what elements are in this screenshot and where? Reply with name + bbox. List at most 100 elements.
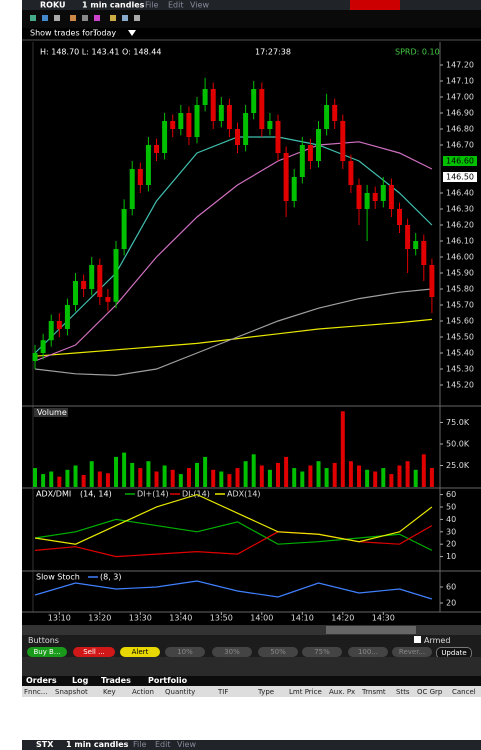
- column-header[interactable]: Fnnc...: [24, 688, 48, 696]
- candle-body: [324, 105, 330, 129]
- volume-bar: [259, 465, 264, 487]
- column-header[interactable]: Type: [258, 688, 275, 696]
- volume-bar: [332, 462, 337, 487]
- column-header[interactable]: Snapshot: [55, 688, 88, 696]
- column-header[interactable]: TIF: [218, 688, 229, 696]
- armed-checkbox[interactable]: Armed: [414, 636, 450, 646]
- column-header[interactable]: OC Grp: [417, 688, 443, 696]
- volume-bar: [413, 469, 418, 487]
- y-tick-label: 146.80: [446, 125, 474, 134]
- tab[interactable]: Orders: [26, 676, 57, 685]
- candle-body: [162, 121, 168, 153]
- volume-bar: [365, 469, 370, 487]
- volume-bar: [421, 454, 426, 487]
- volume-bar: [373, 471, 378, 487]
- menu-item[interactable]: Edit: [168, 1, 184, 10]
- scroll-thumb[interactable]: [326, 626, 416, 634]
- panel-title: Volume: [37, 408, 67, 417]
- pct-button[interactable]: 75%: [302, 647, 342, 657]
- pct-button[interactable]: 100...: [348, 647, 388, 657]
- x-tick-label: 13:10: [48, 614, 71, 623]
- y-tick-label: 20: [446, 540, 456, 549]
- pct-button[interactable]: 50%: [258, 647, 298, 657]
- candle-body: [332, 105, 338, 121]
- column-header[interactable]: Stts: [396, 688, 410, 696]
- y-tick-label: 25.0K: [446, 461, 470, 470]
- dropdown-arrow[interactable]: [128, 30, 136, 36]
- orders-table: [22, 697, 481, 740]
- candle-body: [105, 297, 111, 302]
- bottom-title-bar: [22, 740, 481, 750]
- checkbox[interactable]: [414, 636, 421, 643]
- volume-bar: [73, 465, 78, 487]
- volume-bar: [235, 468, 240, 487]
- alert-button[interactable]: Alert: [120, 647, 160, 657]
- column-header[interactable]: Lmt Price: [289, 688, 322, 696]
- symbol[interactable]: STX: [36, 740, 54, 749]
- tab[interactable]: Log: [72, 676, 89, 685]
- candle-body: [186, 113, 192, 137]
- legend-label: DI-(14): [182, 490, 210, 499]
- candle-body: [145, 145, 151, 185]
- column-header[interactable]: Action: [132, 688, 154, 696]
- menu-item[interactable]: File: [145, 1, 158, 10]
- time-info: 17:27:38: [255, 48, 291, 57]
- tab[interactable]: Portfolio: [148, 676, 188, 685]
- volume-bar: [389, 474, 394, 487]
- period[interactable]: 1 min candles: [82, 1, 145, 10]
- toolbar-icons[interactable]: [30, 15, 140, 21]
- y-tick-label: 40: [446, 515, 456, 524]
- indicator-line: [34, 580, 433, 600]
- pct-button[interactable]: 10%: [165, 647, 205, 657]
- column-header[interactable]: Quantity: [165, 688, 196, 696]
- volume-bar: [33, 468, 38, 487]
- volume-bar: [292, 468, 297, 487]
- column-header[interactable]: Trnsmt: [362, 688, 386, 696]
- x-tick-label: 14:20: [331, 614, 354, 623]
- candle-body: [154, 145, 160, 153]
- volume-bar: [89, 461, 94, 487]
- candle-body: [64, 305, 70, 329]
- buy-button[interactable]: Buy B...: [27, 647, 67, 657]
- sell-button[interactable]: Sell ...: [73, 647, 115, 657]
- volume-bar: [308, 465, 313, 487]
- panel-params: (14, 14): [80, 490, 112, 499]
- candle-body: [251, 89, 257, 113]
- volume-bar: [300, 471, 305, 487]
- menu-item[interactable]: File: [133, 740, 147, 749]
- candle-body: [56, 321, 62, 329]
- volume-bar: [65, 469, 70, 487]
- volume-bar: [122, 452, 127, 487]
- tab[interactable]: Trades: [101, 676, 131, 685]
- menu-item[interactable]: Edit: [155, 740, 171, 749]
- volume-bar: [381, 468, 386, 487]
- period[interactable]: 1 min candles: [66, 740, 129, 749]
- candle-body: [218, 105, 224, 121]
- symbol[interactable]: ROKU: [40, 1, 66, 10]
- column-header[interactable]: Key: [103, 688, 116, 696]
- candle-body: [283, 153, 289, 201]
- volume-bar: [130, 462, 135, 487]
- armed-label: Armed: [424, 636, 451, 645]
- menu-item[interactable]: View: [190, 1, 209, 10]
- reverse-button[interactable]: Rever...: [392, 647, 432, 657]
- candle-body: [40, 340, 46, 353]
- column-header-bar: [22, 686, 481, 697]
- legend-label: ADX(14): [227, 490, 261, 499]
- column-header[interactable]: Cancel: [452, 688, 476, 696]
- x-tick-label: 13:40: [169, 614, 192, 623]
- menu-item[interactable]: View: [177, 740, 196, 749]
- scrollbar[interactable]: [22, 625, 481, 635]
- y-tick-label: 146.40: [446, 189, 474, 198]
- candle-body: [267, 121, 273, 129]
- candle-body: [388, 185, 394, 209]
- show-trades-value[interactable]: Today: [92, 29, 116, 38]
- panel-title: Slow Stoch: [36, 573, 80, 582]
- candle-body: [348, 161, 354, 185]
- moving-average: [34, 318, 432, 357]
- candle-body: [194, 105, 200, 137]
- column-header[interactable]: Aux. Px: [329, 688, 356, 696]
- y-tick-label: 50.0K: [446, 439, 470, 448]
- pct-button[interactable]: 30%: [212, 647, 252, 657]
